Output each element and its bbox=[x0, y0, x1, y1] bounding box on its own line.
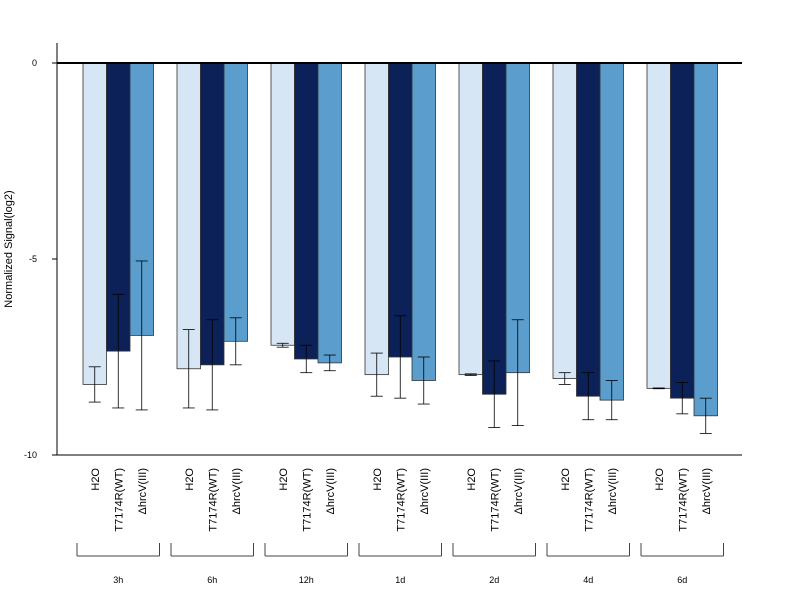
group-label: 6d bbox=[677, 575, 687, 585]
bar bbox=[364, 62, 389, 376]
bar-label: T7174R(WT) bbox=[583, 468, 595, 532]
group-label: 4d bbox=[583, 575, 593, 585]
bar-label: H2O bbox=[654, 468, 666, 491]
bar bbox=[576, 62, 601, 397]
bar-label: ΔhrcV(III) bbox=[701, 468, 713, 514]
bar-label: ΔhrcV(III) bbox=[419, 468, 431, 514]
bar-label: T7174R(WT) bbox=[489, 468, 501, 532]
bar-label: ΔhrcV(III) bbox=[607, 468, 619, 514]
group-brackets: 3h 6h 12h 1d 2d 4d 6d bbox=[76, 543, 724, 585]
bar-label: ΔhrcV(III) bbox=[137, 468, 149, 514]
bar bbox=[693, 62, 718, 417]
bar bbox=[317, 62, 342, 364]
y-tick-label: -10 bbox=[24, 450, 37, 460]
bar-label: H2O bbox=[90, 468, 102, 491]
bar-label: H2O bbox=[466, 468, 478, 491]
bar bbox=[482, 62, 507, 395]
bar-label: T7174R(WT) bbox=[113, 468, 125, 532]
bar-label: ΔhrcV(III) bbox=[513, 468, 525, 514]
group-label: 6h bbox=[207, 575, 217, 585]
group-label: 1d bbox=[395, 575, 405, 585]
bar bbox=[223, 62, 248, 342]
group-label: 12h bbox=[299, 575, 314, 585]
bar-label: T7174R(WT) bbox=[207, 468, 219, 532]
bar-label: H2O bbox=[184, 468, 196, 491]
group-label: 3h bbox=[113, 575, 123, 585]
y-axis-title: Normalized Signal(log2) bbox=[3, 190, 15, 307]
bar-label: H2O bbox=[560, 468, 572, 491]
bar-label: T7174R(WT) bbox=[301, 468, 313, 532]
bar bbox=[599, 62, 624, 401]
bar bbox=[458, 62, 483, 376]
bar bbox=[388, 62, 413, 358]
bar-label: H2O bbox=[278, 468, 290, 491]
y-axis: 0 -5 -10 bbox=[24, 43, 742, 460]
bars bbox=[82, 62, 718, 417]
bar bbox=[294, 62, 319, 360]
bar-label: T7174R(WT) bbox=[395, 468, 407, 532]
bar bbox=[552, 62, 577, 379]
bar bbox=[646, 62, 671, 389]
x-axis-bar-labels: H2O T7174R(WT) ΔhrcV(III) H2O T7174R(WT) Δhrc… bbox=[90, 468, 713, 532]
bar-label: H2O bbox=[372, 468, 384, 491]
y-tick-label: 0 bbox=[32, 58, 37, 68]
bar-label: ΔhrcV(III) bbox=[231, 468, 243, 514]
bar bbox=[82, 62, 107, 385]
bar bbox=[411, 62, 436, 381]
group-label: 2d bbox=[489, 575, 499, 585]
bar-label: T7174R(WT) bbox=[677, 468, 689, 532]
bar bbox=[670, 62, 695, 399]
bar bbox=[176, 62, 201, 370]
error-bars bbox=[88, 260, 712, 434]
bar-label: ΔhrcV(III) bbox=[325, 468, 337, 514]
y-tick-label: -5 bbox=[29, 254, 37, 264]
bar bbox=[270, 62, 295, 346]
